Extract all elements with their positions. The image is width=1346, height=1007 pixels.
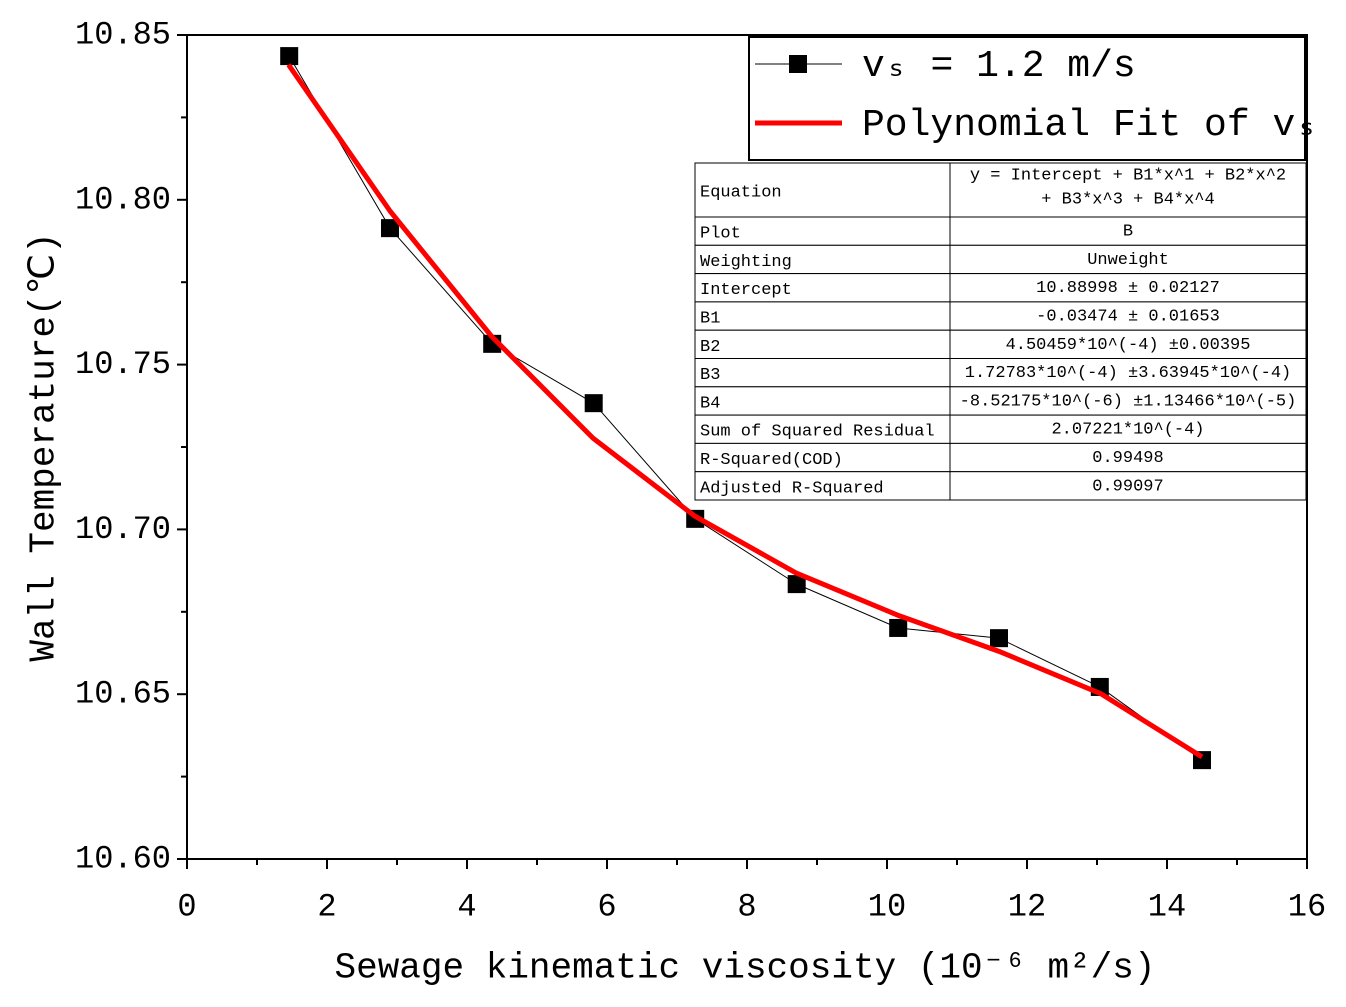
x-tick-label: 6 bbox=[597, 888, 616, 925]
legend-marker bbox=[789, 55, 807, 73]
table-label: R-Squared(COD) bbox=[700, 451, 843, 470]
x-axis-title: Sewage kinematic viscosity (10⁻⁶ m²/s) bbox=[334, 948, 1155, 989]
table-value: 2.07221*10^(-4) bbox=[1051, 421, 1204, 440]
table-row bbox=[694, 244, 1307, 275]
data-point bbox=[889, 618, 908, 637]
x-tick-label: 4 bbox=[457, 888, 476, 925]
table-label: B2 bbox=[700, 338, 720, 357]
data-line bbox=[288, 55, 1203, 761]
x-tick-label: 14 bbox=[1148, 888, 1186, 925]
table-value: B bbox=[1123, 223, 1133, 242]
x-tick-label: 10 bbox=[868, 888, 906, 925]
legend-box bbox=[748, 36, 1306, 161]
table-value: 0.99498 bbox=[1092, 449, 1163, 468]
y-tick-label: 10.80 bbox=[75, 181, 171, 218]
y-tick-label: 10.60 bbox=[75, 840, 171, 877]
table-value: 4.50459*10^(-4) ±0.00395 bbox=[1006, 336, 1251, 355]
table-row bbox=[694, 301, 1307, 331]
table-row bbox=[694, 216, 1307, 246]
x-tick-label: 0 bbox=[177, 888, 196, 925]
table-label: Weighting bbox=[700, 253, 792, 272]
x-tick-label: 2 bbox=[317, 888, 336, 925]
table-label: Equation bbox=[700, 183, 782, 202]
legend-label: Polynomial Fit of vₛ bbox=[862, 104, 1318, 147]
data-point bbox=[787, 575, 806, 594]
data-point bbox=[280, 47, 299, 66]
y-tick-label: 10.65 bbox=[75, 676, 171, 713]
table-value: 10.88998 ± 0.02127 bbox=[1036, 279, 1220, 298]
table-row bbox=[694, 329, 1307, 360]
table-value: Unweight bbox=[1087, 251, 1169, 270]
x-tick-label: 16 bbox=[1288, 888, 1326, 925]
table-label: Plot bbox=[700, 225, 741, 244]
table-value: -0.03474 ± 0.01653 bbox=[1036, 308, 1220, 327]
table-row bbox=[694, 273, 1307, 303]
table-row bbox=[694, 471, 1307, 501]
table-row bbox=[694, 414, 1307, 444]
legend-label: vₛ = 1.2 m/s bbox=[862, 45, 1136, 88]
fit-curve bbox=[286, 63, 1204, 759]
fit-table: Equation y = Intercept + B1*x^1 + B2*x^2 +… bbox=[694, 162, 1307, 501]
table-label: Adjusted R-Squared bbox=[700, 479, 884, 498]
data-point bbox=[381, 219, 399, 238]
table-value: y = Intercept + B1*x^1 + B2*x^2 bbox=[970, 166, 1286, 185]
table-row bbox=[694, 442, 1307, 473]
table-value: + B3*x^3 + B4*x^4 bbox=[1041, 190, 1214, 209]
y-tick-label: 10.70 bbox=[75, 511, 171, 548]
x-tick-label: 8 bbox=[737, 888, 756, 925]
data-point bbox=[584, 394, 603, 413]
table-value: 0.99097 bbox=[1092, 477, 1163, 496]
table-row bbox=[694, 358, 1307, 388]
y-tick-label: 10.85 bbox=[75, 16, 171, 53]
table-value: 1.72783*10^(-4) ±3.63945*10^(-4) bbox=[965, 364, 1291, 383]
table-value: -8.52175*10^(-6) ±1.13466*10^(-5) bbox=[960, 392, 1297, 411]
table-label: B4 bbox=[700, 394, 720, 413]
y-axis-title: Wall Temperature(℃) bbox=[24, 232, 65, 661]
y-tick-label: 10.75 bbox=[75, 346, 171, 383]
x-tick-label: 12 bbox=[1008, 888, 1046, 925]
data-point bbox=[990, 629, 1008, 648]
table-label: B1 bbox=[700, 310, 720, 329]
table-label: Intercept bbox=[700, 281, 792, 300]
table-row bbox=[694, 386, 1307, 416]
table-label: Sum of Squared Residual bbox=[700, 423, 935, 442]
table-label: B3 bbox=[700, 366, 720, 385]
table-row bbox=[694, 162, 1307, 218]
